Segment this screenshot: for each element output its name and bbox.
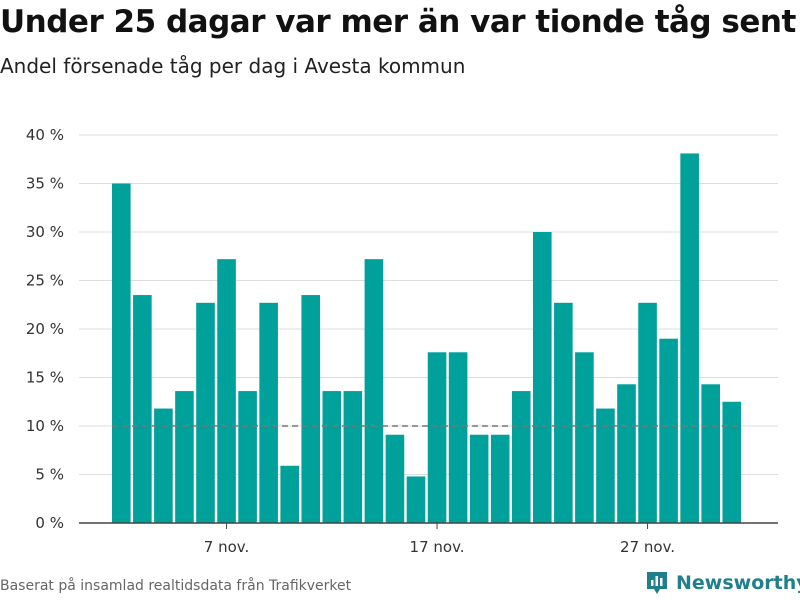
bar <box>217 259 236 523</box>
bar <box>259 302 278 523</box>
x-tick-label: 17 nov. <box>410 538 465 556</box>
bar <box>533 232 552 523</box>
x-tick-label: 27 nov. <box>620 538 675 556</box>
bar <box>322 391 342 523</box>
brand-logo: Newsworthy <box>644 570 800 596</box>
y-tick-label: 15 % <box>26 369 64 387</box>
bar <box>680 153 699 523</box>
bar <box>469 434 489 523</box>
bar <box>511 391 531 523</box>
chart-title: Under 25 dagar var mer än var tionde tåg… <box>0 4 796 40</box>
y-tick-label: 30 % <box>26 223 64 241</box>
bar <box>406 476 426 523</box>
bar <box>617 384 636 523</box>
y-tick-label: 20 % <box>26 320 64 338</box>
bar <box>575 352 594 523</box>
bar <box>638 302 657 523</box>
bar <box>701 384 720 523</box>
newsworthy-logo-icon <box>647 572 667 594</box>
y-tick-label: 25 % <box>26 272 64 290</box>
bar <box>196 302 215 523</box>
bar <box>112 183 131 523</box>
chart-subtitle: Andel försenade tåg per dag i Avesta kom… <box>0 54 466 78</box>
bar <box>343 391 363 523</box>
bar <box>427 352 447 523</box>
bar <box>280 465 299 523</box>
y-tick-label: 0 % <box>35 514 64 532</box>
bar <box>385 434 405 523</box>
bar <box>659 338 678 523</box>
bar <box>175 391 194 523</box>
bar <box>448 352 468 523</box>
bar <box>364 259 384 523</box>
source-note: Baserat på insamlad realtidsdata från Tr… <box>0 578 352 594</box>
bar <box>133 295 152 523</box>
bar <box>596 408 615 523</box>
y-tick-label: 10 % <box>26 417 64 435</box>
bar <box>238 391 257 523</box>
y-tick-label: 5 % <box>35 466 64 484</box>
axes: 0 % 5 % 10 % 15 % 20 % 25 % 30 % 35 % 40 % 7 nov.… <box>26 126 778 556</box>
x-tick-label: 7 nov. <box>204 538 249 556</box>
bar <box>722 401 742 523</box>
y-tick-label: 40 % <box>26 126 64 144</box>
bar <box>490 434 510 523</box>
bar <box>154 408 173 523</box>
bar <box>301 295 321 523</box>
y-tick-label: 35 % <box>26 175 64 193</box>
bar <box>554 302 573 523</box>
brand-name: Newsworthy <box>676 572 800 594</box>
bars <box>112 153 742 523</box>
